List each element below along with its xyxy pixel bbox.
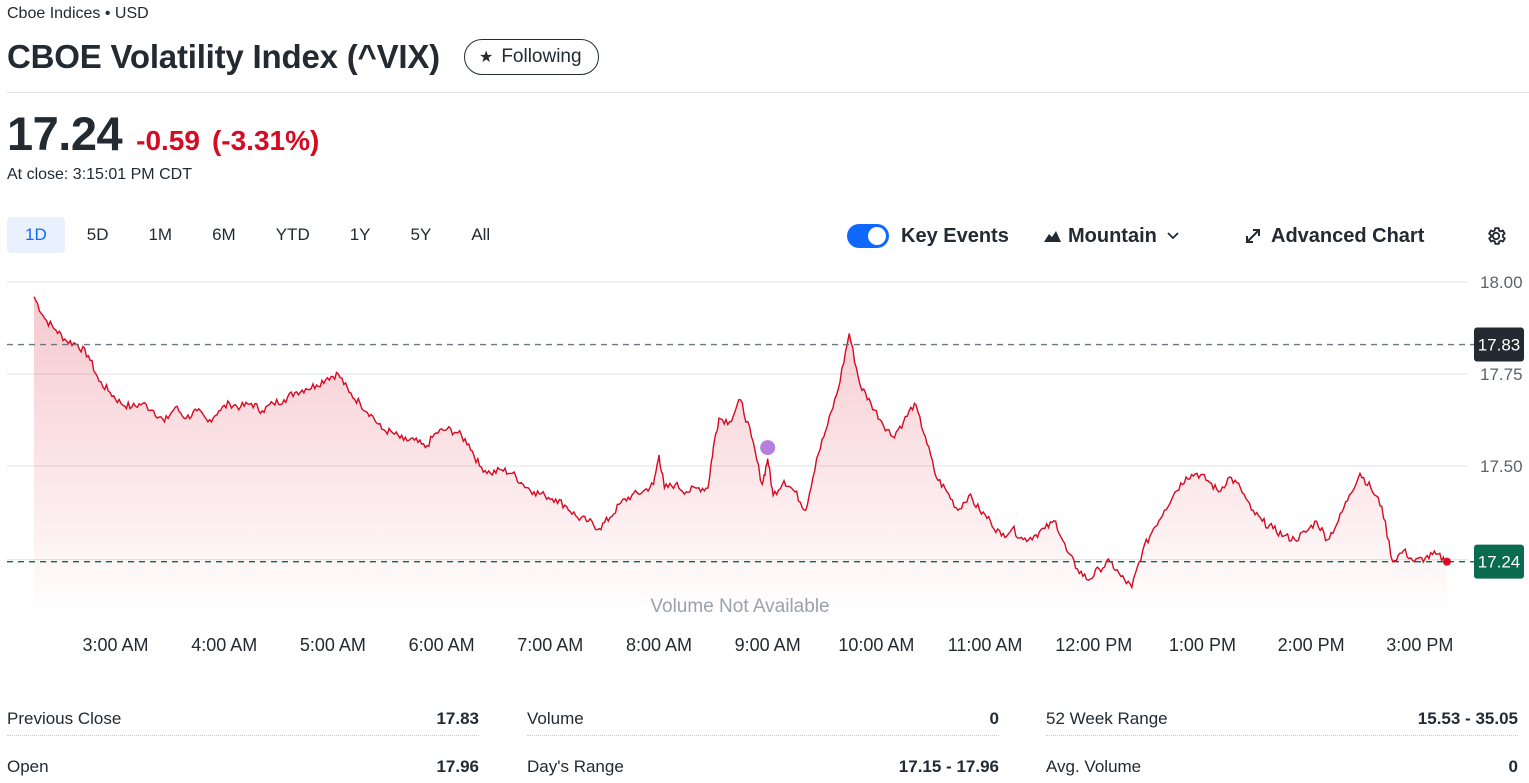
stat-row: Avg. Volume 0: [1046, 748, 1518, 783]
volume-not-available: Volume Not Available: [650, 596, 829, 617]
last-price-badge: 17.24: [1474, 544, 1524, 579]
range-all[interactable]: All: [471, 225, 491, 244]
price-line: [33, 296, 1448, 590]
price-row: 17.24 -0.59 (-3.31%): [7, 106, 319, 161]
last-price-badge-text: 17.24: [1478, 553, 1521, 572]
range-6m[interactable]: 6M: [212, 225, 236, 244]
chevron-down-icon: [1167, 232, 1179, 240]
stat-row: Previous Close 17.83: [7, 700, 479, 738]
stat-value: 17.96: [436, 757, 479, 776]
stat-divider: [527, 735, 999, 736]
toggle-knob: [868, 227, 886, 245]
stat-value: 0: [1508, 757, 1518, 776]
mountain-icon: [1044, 231, 1061, 242]
stat-row: 52 Week Range 15.53 - 35.05: [1046, 700, 1518, 738]
x-tick-label: 4:00 AM: [191, 635, 257, 655]
stat-label: Previous Close: [7, 709, 122, 728]
header-divider: [7, 92, 1529, 93]
key-events-toggle[interactable]: [847, 224, 889, 248]
price-change: -0.59: [136, 125, 200, 156]
x-tick-label: 8:00 AM: [626, 635, 692, 655]
range-1m[interactable]: 1M: [148, 225, 173, 244]
chart-type-label: Mountain: [1068, 224, 1157, 247]
stat-divider: [7, 735, 479, 736]
x-tick-label: 3:00 PM: [1386, 635, 1453, 655]
x-tick-label: 11:00 AM: [948, 635, 1023, 655]
x-tick-label: 2:00 PM: [1278, 635, 1345, 655]
y-axis: 18.00 17.75 17.50: [1480, 273, 1523, 476]
y-tick-label: 18.00: [1480, 273, 1523, 292]
stat-label: Avg. Volume: [1046, 757, 1142, 776]
range-1y[interactable]: 1Y: [349, 225, 371, 244]
stat-value: 17.15 - 17.96: [898, 757, 999, 776]
previous-close-badge: 17.83: [1474, 327, 1524, 362]
x-tick-label: 9:00 AM: [735, 635, 801, 655]
price-chart[interactable]: 18.00 17.75 17.50 3:00 AM 4:00 AM 5:00 AM 6:0…: [0, 260, 1529, 660]
last-price-badge-bg: [1474, 544, 1524, 579]
stat-label: Volume: [527, 709, 584, 728]
stat-row: Day's Range 17.15 - 17.96: [527, 748, 999, 783]
range-selector: 1D 5D 1M 6M YTD 1Y 5Y All: [7, 217, 512, 253]
settings-button[interactable]: [1485, 220, 1507, 252]
following-button[interactable]: ★ Following: [463, 39, 599, 75]
previous-close-badge-text: 17.83: [1478, 336, 1521, 355]
range-1d[interactable]: 1D: [7, 217, 65, 253]
stat-row: Open 17.96: [7, 748, 479, 783]
range-5y[interactable]: 5Y: [410, 225, 432, 244]
x-tick-label: 12:00 PM: [1055, 635, 1132, 655]
x-tick-label: 7:00 AM: [517, 635, 583, 655]
stat-divider: [1046, 735, 1518, 736]
stat-label: 52 Week Range: [1046, 709, 1168, 728]
x-tick-label: 3:00 AM: [82, 635, 148, 655]
x-tick-label: 6:00 AM: [409, 635, 475, 655]
last-price-dot: [1443, 557, 1451, 566]
stat-row: Volume 0: [527, 700, 999, 738]
x-tick-label: 5:00 AM: [300, 635, 366, 655]
key-events-toggle-group[interactable]: Key Events: [847, 220, 1009, 252]
y-tick-label: 17.50: [1480, 457, 1523, 476]
current-price: 17.24: [7, 107, 123, 160]
star-icon: ★: [478, 49, 494, 66]
title-row: CBOE Volatility Index (^VIX) ★ Following: [7, 38, 599, 76]
exchange-label: Cboe Indices • USD: [7, 5, 149, 22]
stat-label: Day's Range: [527, 757, 624, 776]
stat-value: 0: [989, 709, 999, 728]
expand-icon: [1246, 229, 1260, 243]
price-change-percent: (-3.31%): [211, 125, 320, 156]
following-label: Following: [501, 46, 582, 67]
gear-icon: [1488, 227, 1506, 245]
stat-value: 15.53 - 35.05: [1417, 709, 1518, 728]
stat-value: 17.83: [436, 709, 479, 728]
advanced-chart-button[interactable]: Advanced Chart: [1244, 220, 1424, 252]
stat-label: Open: [7, 757, 49, 776]
x-tick-label: 10:00 AM: [838, 635, 914, 655]
key-event-marker[interactable]: [760, 440, 776, 456]
y-tick-label: 17.75: [1480, 365, 1523, 384]
range-5d[interactable]: 5D: [86, 225, 109, 244]
chart-type-dropdown[interactable]: Mountain: [1044, 220, 1179, 252]
x-tick-label: 1:00 PM: [1169, 635, 1236, 655]
range-ytd[interactable]: YTD: [275, 225, 310, 244]
close-time: At close: 3:15:01 PM CDT: [7, 166, 192, 183]
previous-close-badge-bg: [1474, 327, 1524, 362]
x-axis: 3:00 AM 4:00 AM 5:00 AM 6:00 AM 7:00 AM 8:00 …: [82, 635, 1453, 655]
page-title: CBOE Volatility Index (^VIX): [7, 38, 440, 75]
price-area: [34, 296, 1447, 605]
advanced-chart-label: Advanced Chart: [1271, 224, 1425, 247]
key-events-label: Key Events: [901, 224, 1009, 247]
